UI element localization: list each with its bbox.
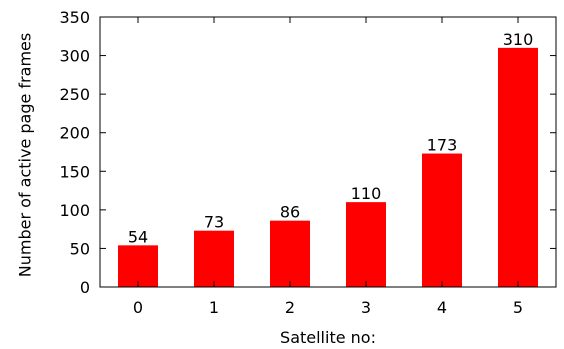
- y-tick-label-0: 0: [80, 278, 90, 297]
- x-axis-label: Satellite no:: [280, 328, 376, 347]
- data-labels-group: 54 73 86 110 173 310: [128, 30, 533, 246]
- x-tick-label-5: 5: [513, 298, 523, 317]
- x-tick-label-1: 1: [209, 298, 219, 317]
- data-label-4: 173: [427, 136, 458, 155]
- x-tick-label-2: 2: [285, 298, 295, 317]
- bar-2: [270, 220, 310, 287]
- x-tick-label-3: 3: [361, 298, 371, 317]
- x-tick-label-0: 0: [133, 298, 143, 317]
- bar-0: [118, 245, 158, 287]
- y-tick-label-350: 350: [59, 8, 90, 27]
- data-label-5: 310: [503, 30, 534, 49]
- data-label-1: 73: [204, 213, 224, 232]
- y-axis-ticks: 0 50 100 150 200 250 300 350: [59, 8, 556, 297]
- plot-frame: [99, 16, 557, 288]
- bar-4: [422, 153, 462, 287]
- y-tick-label-50: 50: [70, 239, 90, 258]
- y-tick-label-150: 150: [59, 162, 90, 181]
- y-tick-label-300: 300: [59, 47, 90, 66]
- y-axis-label: Number of active page frames: [16, 33, 35, 277]
- data-label-3: 110: [351, 184, 382, 203]
- bar-5: [498, 47, 538, 287]
- y-tick-label-100: 100: [59, 201, 90, 220]
- bar-3: [346, 202, 386, 287]
- bars-group: [118, 47, 538, 287]
- y-tick-label-250: 250: [59, 85, 90, 104]
- bar-1: [194, 230, 234, 287]
- data-label-0: 54: [128, 227, 148, 246]
- data-label-2: 86: [280, 203, 300, 222]
- y-tick-label-200: 200: [59, 124, 90, 143]
- x-tick-label-4: 4: [437, 298, 447, 317]
- x-axis-ticks: 0 1 2 3 4 5: [133, 17, 523, 317]
